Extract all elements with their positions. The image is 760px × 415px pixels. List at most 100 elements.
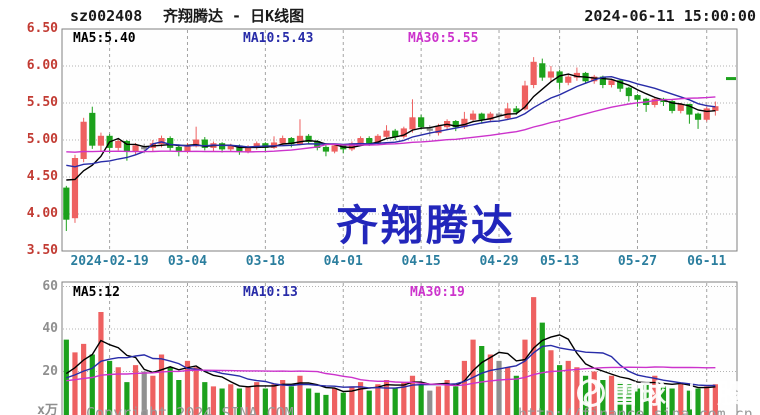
candle-body <box>218 143 226 150</box>
candle-body <box>634 95 641 100</box>
volume-bar <box>202 382 208 415</box>
price-ma10-label: MA10:5.43 <box>243 31 314 46</box>
volume-axis-label: 60 <box>42 278 58 294</box>
volume-bar <box>392 388 398 415</box>
volume-bar <box>548 350 554 415</box>
volume-bar <box>280 380 286 415</box>
volume-bar <box>686 390 693 415</box>
volume-bar <box>331 388 338 415</box>
xueqiu-watermark: 雪球 | 股市行 <box>576 374 760 411</box>
candle-body <box>296 135 304 145</box>
price-axis-label: 4.00 <box>26 206 58 221</box>
volume-bar <box>150 375 156 415</box>
volume-ma30-line <box>66 366 716 387</box>
candle-body <box>71 158 79 219</box>
candle-body <box>97 135 105 146</box>
volume-bar <box>461 360 468 415</box>
candle-body <box>426 128 433 131</box>
volume-bar <box>479 346 485 415</box>
volume-bar <box>669 388 675 415</box>
volume-bar <box>176 380 182 415</box>
price-axis-label: 6.00 <box>26 58 58 73</box>
volume-bar <box>366 390 372 415</box>
price-axis-label: 4.50 <box>26 169 58 184</box>
volume-axis-label: 40 <box>42 321 58 336</box>
stock-name-watermark: 齐翔腾达 <box>336 201 517 250</box>
volume-bar <box>418 384 424 415</box>
volume-bar <box>565 360 571 415</box>
date-axis-label: 05-13 <box>540 254 580 269</box>
candle-body <box>305 135 312 142</box>
candle-body <box>539 63 546 78</box>
volume-ma10-label: MA10:13 <box>243 285 298 300</box>
volume-bar <box>184 360 191 415</box>
price-axis-label: 5.00 <box>26 132 58 147</box>
volume-bar <box>453 386 459 415</box>
xueqiu-logo-icon <box>577 378 605 407</box>
volume-bar <box>262 388 268 415</box>
volume-bar <box>357 382 364 415</box>
page-title: 齐翔腾达 - 日K线图 <box>163 7 305 25</box>
candle-body <box>115 140 122 148</box>
volume-bar <box>435 386 442 415</box>
candle-body <box>392 130 399 137</box>
volume-bar <box>323 394 329 415</box>
volume-ma5-line <box>65 334 716 393</box>
candle-body <box>409 117 416 130</box>
price-ma10-line <box>66 75 716 168</box>
candle-body <box>89 112 96 146</box>
volume-unit-label: x万 <box>37 403 58 415</box>
volume-bar <box>98 312 104 415</box>
candle-body <box>400 128 407 137</box>
candle-body <box>521 85 529 110</box>
volume-ma10-line <box>66 344 716 389</box>
date-axis-label: 05-27 <box>617 254 658 269</box>
volume-bar <box>210 386 217 415</box>
source-url-text: http://finance.sina.com.cn <box>518 405 753 415</box>
volume-bar <box>409 375 416 415</box>
volume-bar <box>539 322 545 415</box>
candle-body <box>80 121 87 159</box>
price-axis-label: 6.50 <box>26 21 58 36</box>
candle-body <box>547 71 555 78</box>
volume-bar <box>383 380 390 415</box>
date-axis-label: 03-04 <box>167 254 208 269</box>
date-axis-label: 2024-02-19 <box>70 254 149 269</box>
volume-bar <box>704 386 710 415</box>
volume-bar <box>297 375 303 415</box>
current-price-marker <box>726 77 736 81</box>
volume-bar <box>288 386 294 415</box>
candle-body <box>677 103 684 111</box>
candle-body <box>201 139 208 148</box>
volume-bar <box>496 360 502 415</box>
volume-bar <box>271 384 277 415</box>
candle-body <box>686 103 693 115</box>
candle-body <box>694 113 702 120</box>
volume-bar <box>306 388 312 415</box>
price-ma30-label: MA30:5.55 <box>408 31 479 46</box>
candle-body <box>565 76 572 83</box>
candle-body <box>167 138 174 148</box>
volume-bar <box>531 297 537 415</box>
candle-body <box>435 126 442 134</box>
volume-bar <box>81 343 87 415</box>
volume-ma5-label: MA5:12 <box>73 285 120 300</box>
volume-bar <box>228 384 234 415</box>
volume-bar <box>245 386 251 415</box>
candle-body <box>63 187 70 220</box>
date-axis-label: 03-18 <box>245 254 285 269</box>
volume-bar <box>254 382 260 415</box>
candle-body <box>175 146 182 152</box>
candle-body <box>469 113 477 120</box>
date-axis-label: 04-15 <box>401 254 441 269</box>
volume-bar <box>349 386 355 415</box>
volume-bar <box>617 382 623 415</box>
volume-bar <box>487 354 493 415</box>
volume-bar <box>574 367 580 415</box>
candle-body <box>331 145 338 152</box>
volume-bar <box>219 388 225 415</box>
candle-body <box>617 80 624 89</box>
volume-axis-label: 20 <box>42 363 58 379</box>
xueqiu-watermark-text: 雪球 | 股市行 <box>613 380 760 410</box>
